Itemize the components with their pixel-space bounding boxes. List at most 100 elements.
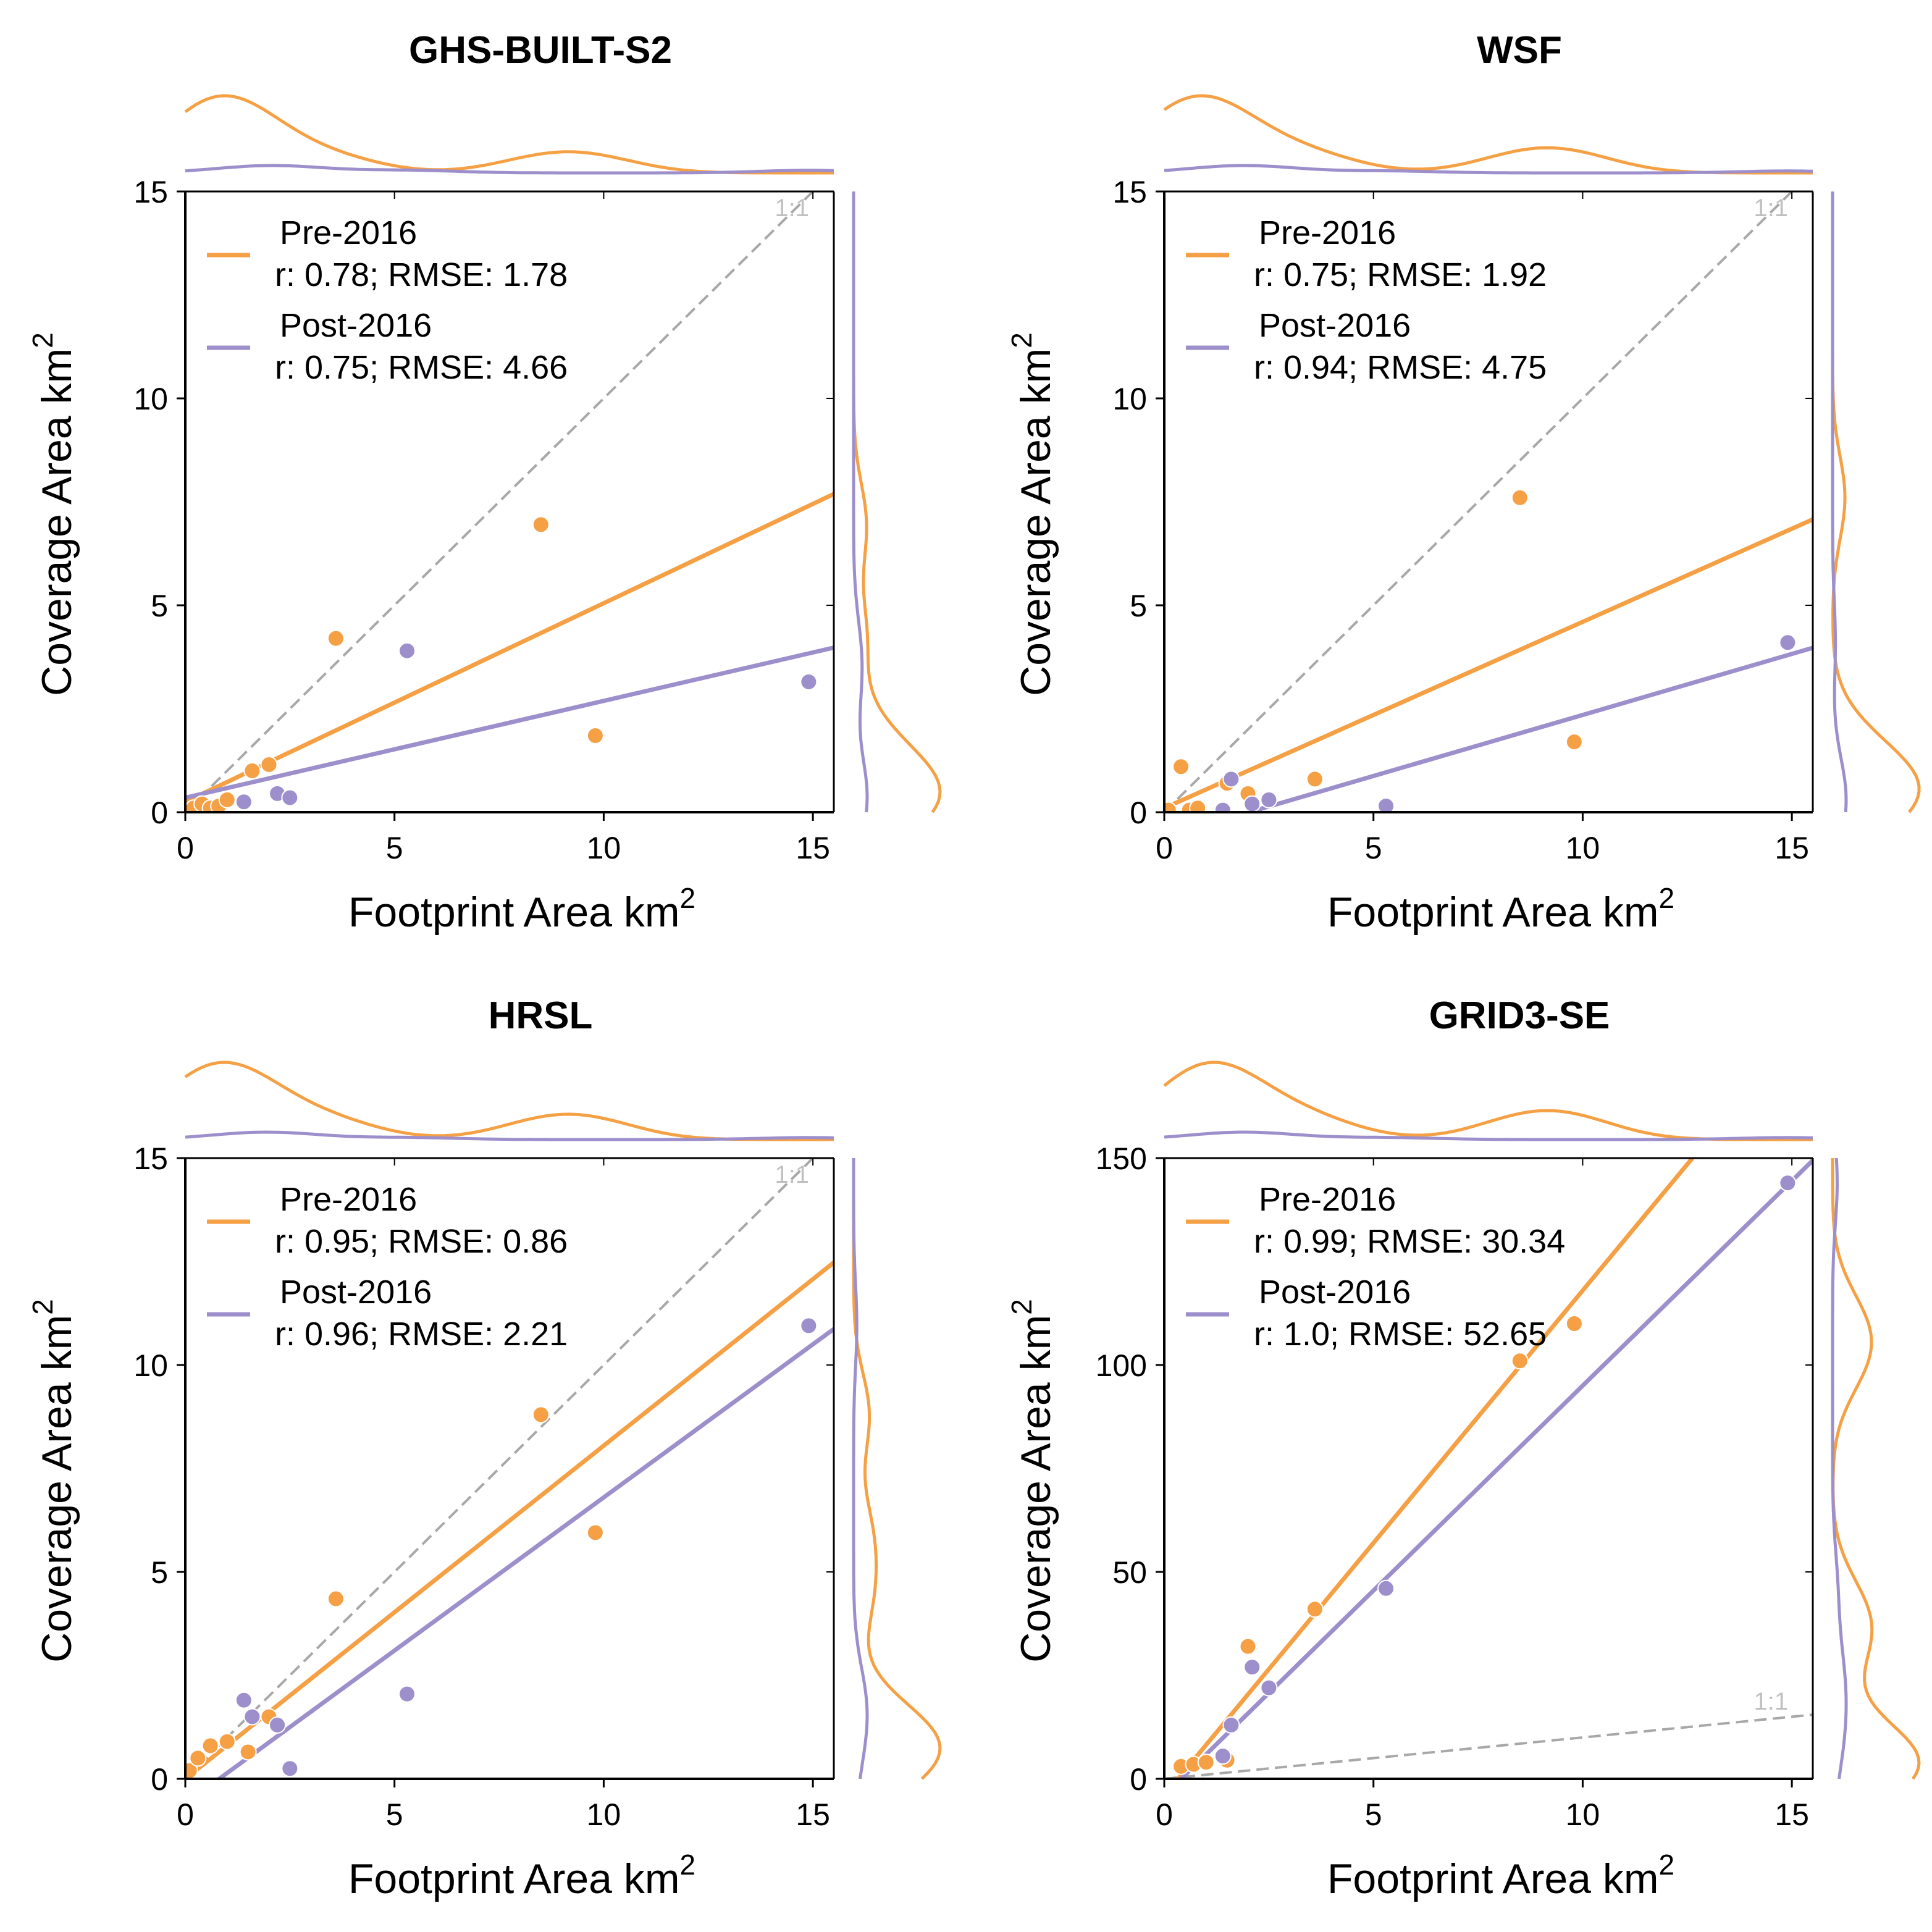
x-axis-label: Footprint Area km2 [348,1849,695,1902]
legend-series-name: Pre-2016 [1259,214,1396,251]
legend-series-name: Post-2016 [280,307,432,344]
right-marginal-density [852,1158,942,1780]
right-marginal-density [1831,1157,1921,1780]
right-marginal-density [1831,191,1921,813]
legend-series-name: Post-2016 [1259,307,1411,344]
y-tick-label: 15 [133,1141,168,1176]
top-density-post [185,1130,834,1141]
data-point [1565,733,1583,751]
x-axis-label-text: Footprint Area km [1327,1855,1659,1902]
data-point [281,1760,299,1778]
right-density-post [1831,1157,1848,1779]
one-to-one-label: 1:1 [775,195,809,222]
legend-series-stats: r: 0.78; RMSE: 1.78 [275,256,568,293]
x-axis-label-superscript: 2 [1659,1849,1675,1881]
data-point [1214,1747,1232,1765]
legend-series-stats: r: 0.95; RMSE: 0.86 [275,1223,568,1260]
y-tick-label: 0 [151,796,168,830]
y-tick-label: 0 [1130,1762,1147,1797]
top-marginal-density [184,94,834,175]
top-marginal-density [1163,94,1813,175]
y-axis-label: Coverage Area km2 [1006,1299,1059,1663]
x-axis-label: Footprint Area km2 [1327,882,1674,936]
series-post-2016-points [1214,1174,1797,1765]
x-axis-label: Footprint Area km2 [1327,1849,1674,1902]
one-to-one-label: 1:1 [1754,1688,1788,1715]
y-tick-label: 5 [151,1555,168,1590]
legend-series-stats: r: 1.0; RMSE: 52.65 [1254,1316,1547,1353]
y-tick-label: 5 [151,589,168,623]
y-tick-label: 15 [1112,175,1147,209]
data-point [1222,770,1240,788]
fit-line-pre-2016 [185,492,834,804]
data-point [327,629,345,647]
data-point [1306,770,1324,788]
x-axis-label-text: Footprint Area km [348,889,680,936]
data-point [243,762,261,779]
x-tick-label: 0 [1156,831,1173,865]
x-tick-label: 15 [796,1797,830,1832]
series-post-2016-points [235,642,818,811]
data-point [260,755,278,773]
data-point [1511,1352,1529,1370]
data-point [1779,634,1797,652]
y-axis-label-text: Coverage Area km [1012,348,1059,696]
y-tick-label: 10 [133,1348,168,1383]
data-point [218,791,236,808]
data-point [398,1685,416,1703]
x-tick-label: 10 [1566,1797,1600,1832]
data-point [1239,1637,1257,1655]
chart-panel-0: GHS-BUILT-S2 1:1 0 5 10 15 0 5 10 15 Footprint Are… [27,29,942,936]
data-point [1197,1754,1215,1771]
x-tick-label: 15 [1774,831,1809,865]
right-density-post [852,191,869,813]
plot-area [1164,191,1813,812]
y-axis-label: Coverage Area km2 [1006,332,1059,696]
y-tick-label: 150 [1096,1141,1147,1176]
y-axis-label: Coverage Area km2 [27,332,80,696]
x-tick-label: 0 [177,1797,194,1832]
x-tick-label: 15 [796,831,830,865]
legend-series-name: Post-2016 [280,1274,432,1311]
chart-title: HRSL [489,994,593,1037]
fit-line-pre-2016 [1164,517,1813,810]
data-point [1260,791,1278,808]
x-axis-label-text: Footprint Area km [1327,889,1659,936]
plot-area [1164,1158,1813,1779]
fit-line-post-2016 [215,1327,834,1779]
y-tick-label: 0 [1130,796,1147,830]
y-tick-label: 50 [1112,1555,1147,1590]
legend-series-stats: r: 0.94; RMSE: 4.75 [1254,349,1547,386]
y-tick-label: 15 [133,175,168,209]
data-point [1511,489,1529,506]
one-to-one-label: 1:1 [775,1161,809,1188]
y-axis-label: Coverage Area km2 [27,1299,80,1663]
plot-area [185,1158,834,1779]
x-tick-label: 10 [587,831,621,865]
legend-series-stats: r: 0.75; RMSE: 1.92 [1254,256,1547,293]
series-pre-2016-points [185,516,604,812]
legend: Pre-2016 r: 0.95; RMSE: 0.86 Post-2016 r: 0… [207,1181,568,1353]
data-point [218,1732,236,1750]
data-point [1243,795,1261,812]
data-point [239,1743,257,1761]
y-axis-label-superscript: 2 [1006,1299,1038,1315]
x-tick-label: 5 [386,831,403,865]
x-axis-label-superscript: 2 [680,1849,696,1881]
x-axis-label-text: Footprint Area km [348,1855,680,1902]
data-point [1189,799,1207,812]
top-marginal-density [184,1060,834,1141]
data-point [189,1749,207,1767]
data-point [235,793,253,811]
data-point [398,642,416,660]
data-point [327,1590,345,1608]
series-post-2016-points [235,1317,818,1778]
legend-series-stats: r: 0.96; RMSE: 2.21 [275,1316,568,1353]
y-axis-label-superscript: 2 [27,332,59,348]
data-point [1214,801,1232,812]
data-point [269,1716,287,1734]
data-point [1222,1716,1240,1734]
x-tick-label: 5 [1365,831,1382,865]
y-axis-label-superscript: 2 [27,1299,59,1315]
